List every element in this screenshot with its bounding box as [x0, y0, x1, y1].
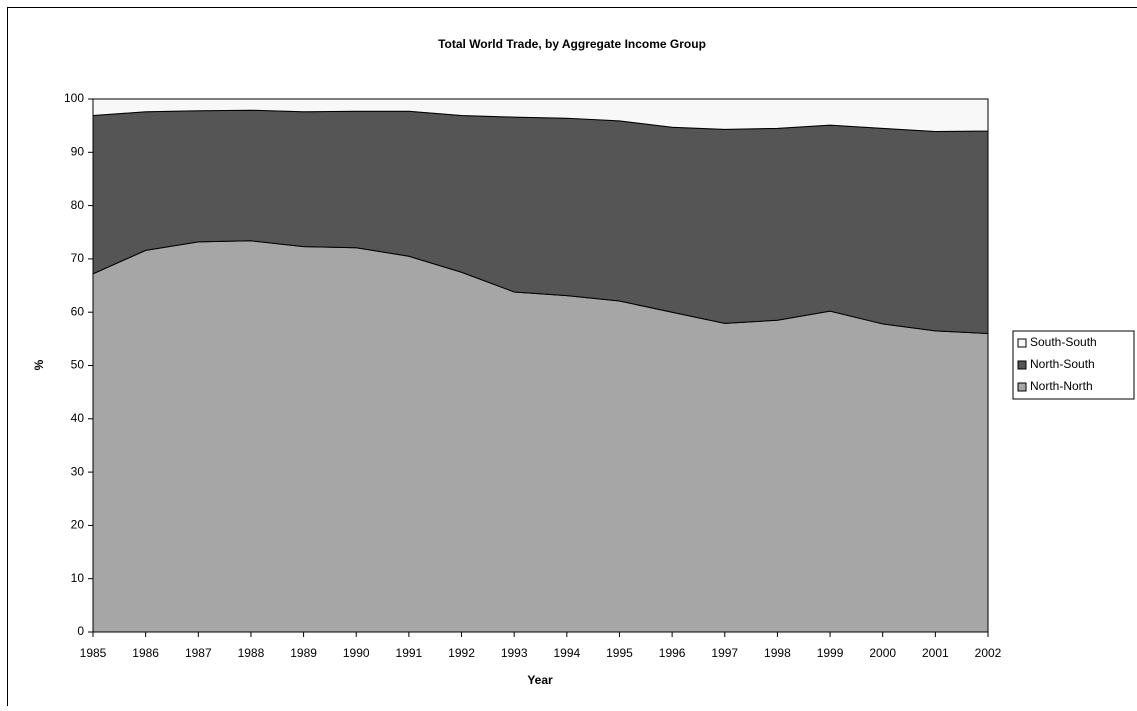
- y-tick-label: 60: [71, 304, 85, 318]
- y-tick-label: 40: [71, 411, 85, 425]
- x-tick-label: 1991: [396, 646, 423, 660]
- legend-label: South-South: [1030, 335, 1097, 349]
- x-tick-label: 1993: [501, 646, 528, 660]
- y-tick-label: 0: [77, 624, 84, 638]
- x-tick-label: 2001: [922, 646, 949, 660]
- x-axis-label: Year: [527, 673, 553, 687]
- y-tick-label: 30: [71, 464, 85, 478]
- x-tick-label: 1986: [132, 646, 159, 660]
- x-tick-label: 1992: [448, 646, 475, 660]
- x-tick-label: 2000: [869, 646, 896, 660]
- y-tick-label: 50: [71, 358, 85, 372]
- x-tick-label: 1987: [185, 646, 212, 660]
- x-tick-label: 1995: [606, 646, 633, 660]
- y-tick-label: 20: [71, 518, 85, 532]
- x-tick-label: 2002: [975, 646, 1002, 660]
- x-tick-label: 1988: [238, 646, 265, 660]
- chart-title: Total World Trade, by Aggregate Income G…: [438, 37, 706, 51]
- x-tick-label: 1999: [817, 646, 844, 660]
- x-tick-label: 1994: [553, 646, 580, 660]
- legend-label: North-South: [1030, 357, 1095, 371]
- x-tick-label: 1998: [764, 646, 791, 660]
- y-tick-label: 100: [64, 91, 84, 105]
- legend-swatch: [1018, 361, 1026, 369]
- x-tick-label: 1989: [290, 646, 317, 660]
- x-tick-label: 1996: [659, 646, 686, 660]
- y-tick-label: 70: [71, 251, 85, 265]
- y-tick-label: 10: [71, 571, 85, 585]
- y-tick-label: 90: [71, 144, 85, 158]
- legend-swatch: [1018, 383, 1026, 391]
- y-tick-label: 80: [71, 198, 85, 212]
- x-tick-label: 1997: [711, 646, 738, 660]
- legend-label: North-North: [1030, 379, 1093, 393]
- legend-swatch: [1018, 339, 1026, 347]
- y-axis-label: %: [32, 359, 46, 370]
- x-tick-label: 1990: [343, 646, 370, 660]
- x-tick-label: 1985: [80, 646, 107, 660]
